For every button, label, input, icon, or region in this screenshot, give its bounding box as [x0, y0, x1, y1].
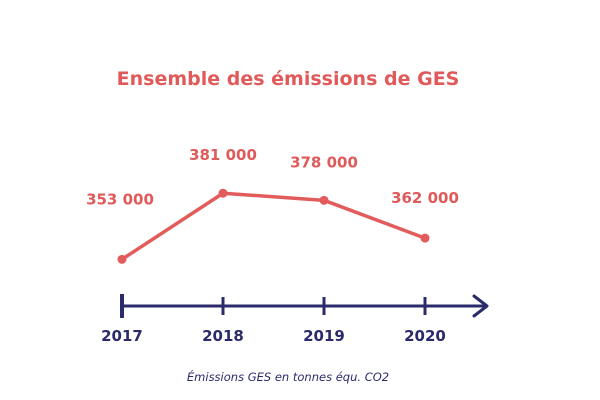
data-label: 381 000: [189, 146, 257, 164]
x-axis-caption: Émissions GES en tonnes équ. CO2: [187, 369, 389, 384]
x-tick-label: 2020: [404, 327, 446, 345]
data-label: 362 000: [391, 189, 459, 207]
data-label: 353 000: [86, 190, 154, 208]
x-tick-label: 2018: [202, 327, 244, 345]
x-tick-label: 2019: [303, 327, 345, 345]
data-label: 378 000: [290, 153, 358, 171]
series-line: [121, 191, 426, 261]
x-axis: [122, 294, 489, 318]
x-tick-label: 2017: [101, 327, 143, 345]
data-point: [218, 188, 228, 198]
chart-title: Ensemble des émissions de GES: [117, 68, 460, 90]
data-point: [420, 233, 430, 243]
data-point: [319, 195, 329, 205]
data-point: [117, 254, 127, 264]
x-axis-arrow-icon: [472, 294, 489, 318]
